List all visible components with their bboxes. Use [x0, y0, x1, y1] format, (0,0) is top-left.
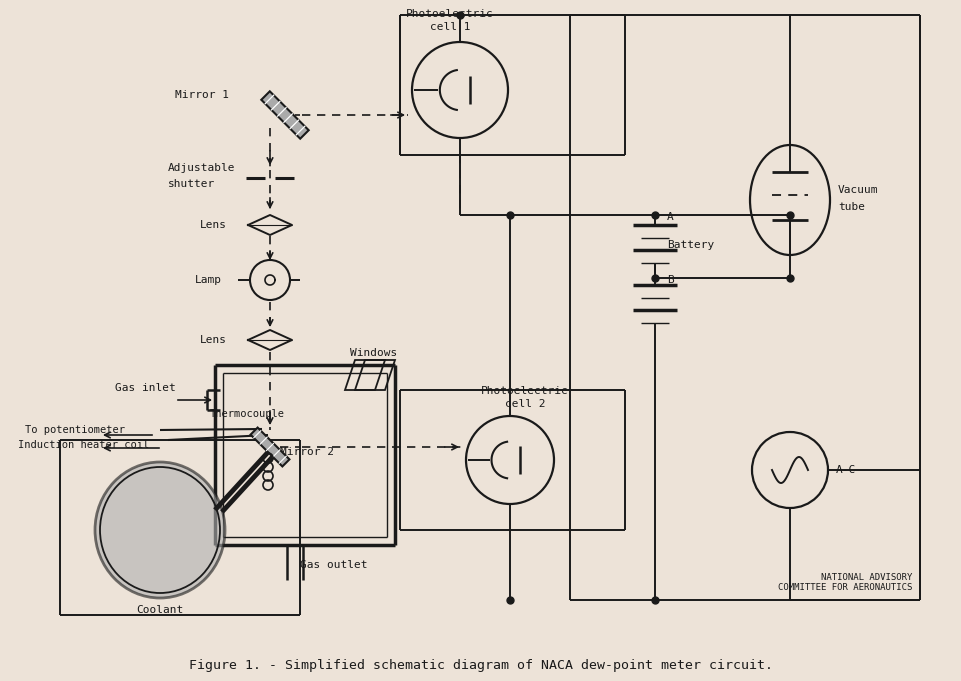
Text: NATIONAL ADVISORY
COMMITTEE FOR AERONAUTICS: NATIONAL ADVISORY COMMITTEE FOR AERONAUT… [776, 573, 911, 592]
Text: Battery: Battery [666, 240, 713, 250]
Text: A: A [666, 212, 673, 222]
Text: Coolant: Coolant [136, 605, 184, 615]
Text: cell 2: cell 2 [505, 399, 545, 409]
Ellipse shape [95, 462, 225, 598]
Polygon shape [261, 91, 308, 139]
Text: tube: tube [837, 202, 864, 212]
Text: Gas inlet: Gas inlet [115, 383, 176, 393]
Text: To potentiometer: To potentiometer [25, 425, 125, 435]
Text: Thermocouple: Thermocouple [209, 409, 284, 419]
Text: cell 1: cell 1 [430, 22, 470, 32]
Text: shutter: shutter [168, 179, 215, 189]
Text: Mirror 2: Mirror 2 [280, 447, 333, 457]
Text: Adjustable: Adjustable [168, 163, 235, 173]
Text: Vacuum: Vacuum [837, 185, 877, 195]
Text: Gas outlet: Gas outlet [300, 560, 367, 570]
Text: Induction heater coil: Induction heater coil [18, 440, 149, 450]
Text: Windows: Windows [350, 348, 397, 358]
Text: A-C: A-C [835, 465, 855, 475]
Text: Photoelectric: Photoelectric [406, 9, 493, 19]
Text: Mirror 1: Mirror 1 [175, 90, 229, 100]
Polygon shape [250, 428, 289, 466]
Text: B: B [666, 275, 673, 285]
Text: Lens: Lens [200, 335, 227, 345]
Text: Figure 1. - Simplified schematic diagram of NACA dew-point meter circuit.: Figure 1. - Simplified schematic diagram… [188, 659, 773, 671]
Text: Lens: Lens [200, 220, 227, 230]
Text: Photoelectric: Photoelectric [480, 386, 568, 396]
Text: Lamp: Lamp [195, 275, 222, 285]
